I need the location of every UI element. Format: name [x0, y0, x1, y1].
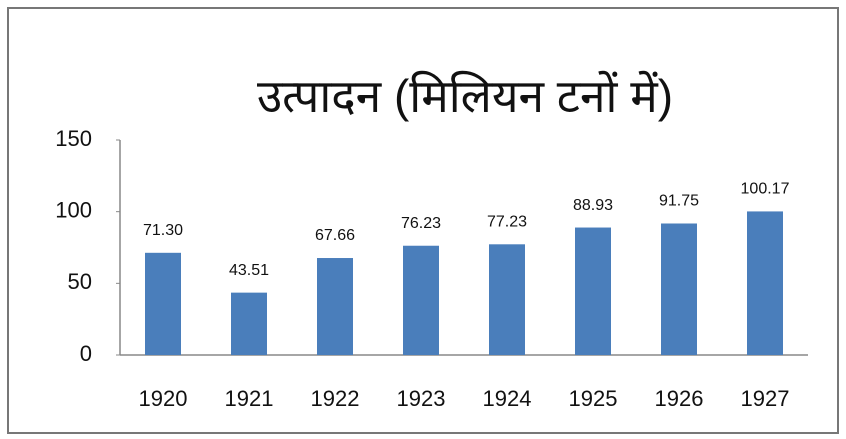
- bar: [145, 252, 181, 355]
- x-tick-label: 1923: [397, 386, 446, 411]
- x-tick-label: 1924: [483, 386, 532, 411]
- bar: [575, 227, 611, 355]
- value-label: 100.17: [741, 181, 790, 198]
- frame: [7, 7, 839, 434]
- x-tick-label: 1920: [139, 386, 188, 411]
- bar: [317, 258, 353, 355]
- bar: [231, 292, 267, 355]
- bar: [489, 244, 525, 355]
- y-tick-label: 0: [80, 341, 92, 366]
- chart-title: उत्पादन (मिलियन टनों में): [257, 70, 673, 122]
- x-tick-label: 1925: [569, 386, 618, 411]
- value-label: 88.93: [573, 197, 613, 214]
- value-label: 67.66: [315, 227, 355, 244]
- y-tick-label: 150: [55, 126, 92, 151]
- y-tick-label: 100: [55, 197, 92, 222]
- x-tick-label: 1922: [311, 386, 360, 411]
- value-label: 77.23: [487, 214, 527, 231]
- x-tick-label: 1926: [655, 386, 704, 411]
- bar: [661, 223, 697, 355]
- value-label: 91.75: [659, 193, 699, 210]
- x-tick-label: 1921: [225, 386, 274, 411]
- x-tick-label: 1927: [741, 386, 790, 411]
- value-label: 76.23: [401, 215, 441, 232]
- bar: [403, 245, 439, 355]
- value-label: 43.51: [229, 262, 269, 279]
- bar: [747, 211, 783, 355]
- value-label: 71.30: [143, 222, 183, 239]
- y-tick-label: 50: [68, 269, 92, 294]
